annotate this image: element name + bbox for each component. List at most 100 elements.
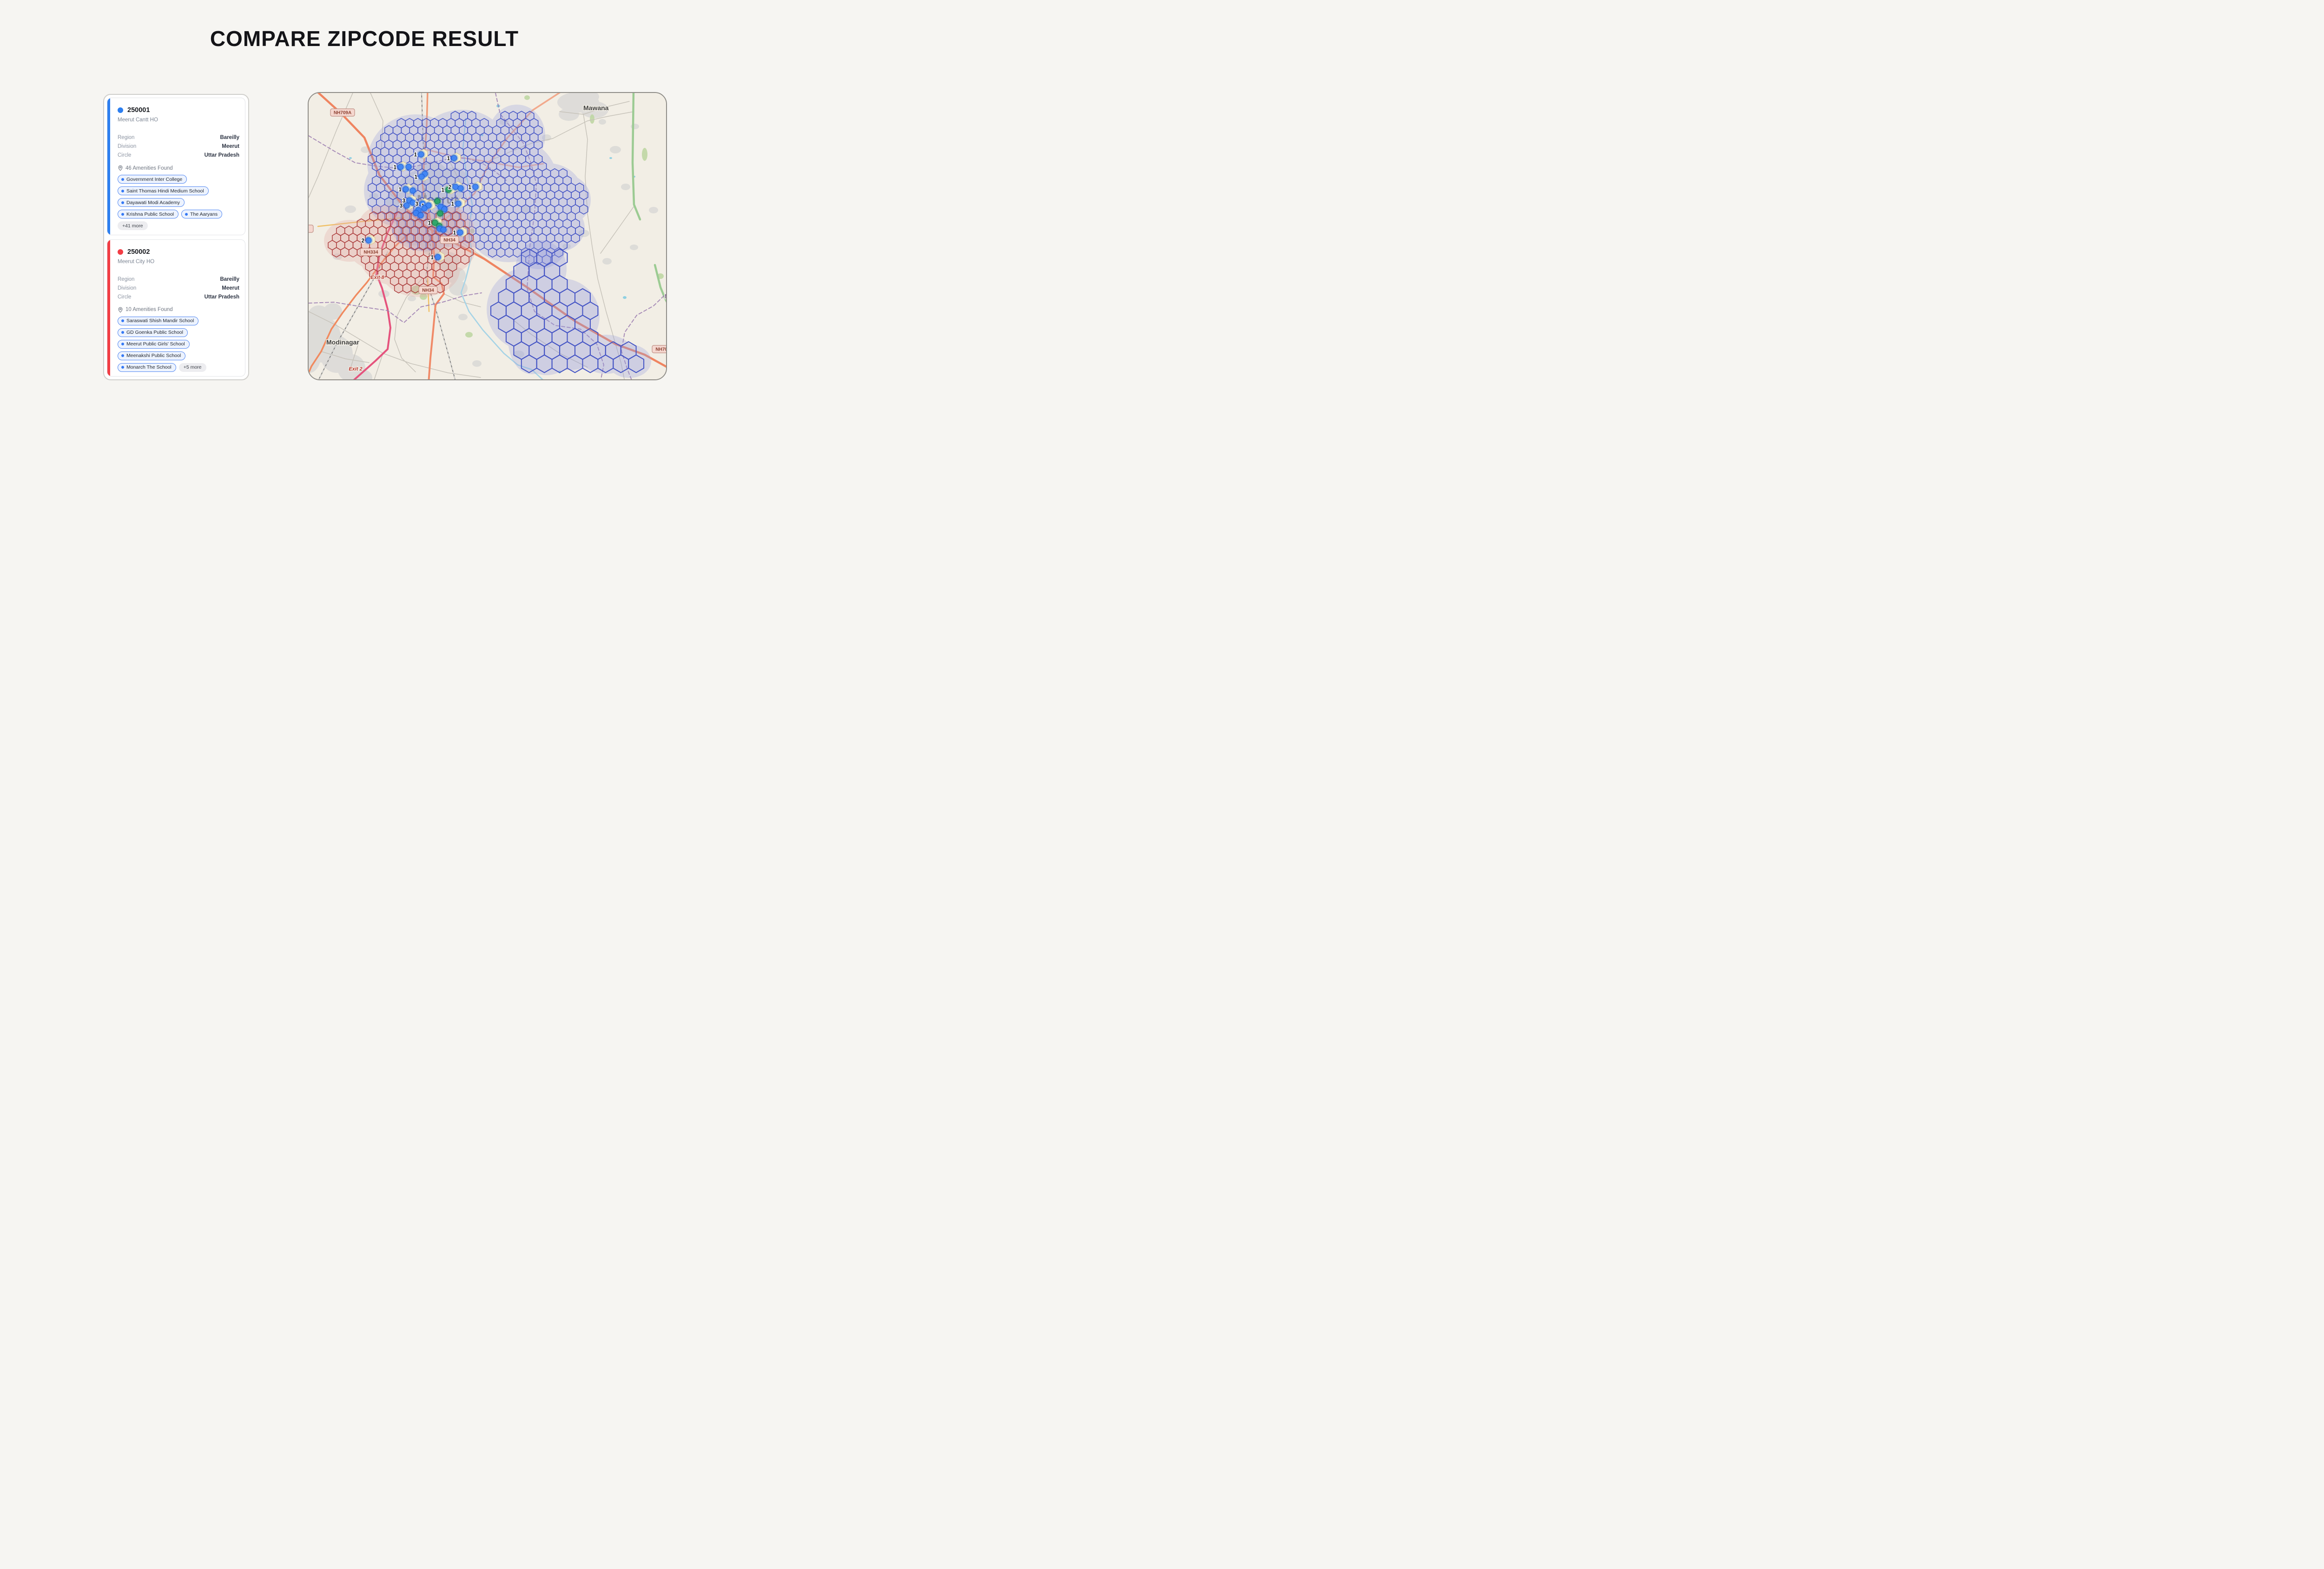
blue-amenity-marker[interactable]: 1: [446, 154, 458, 162]
amenity-chip-label: Monarch The School: [126, 364, 172, 370]
zipcode-value: 250001: [127, 106, 150, 114]
marker-count-label: 3: [403, 199, 405, 204]
field-row: Division Meerut: [118, 144, 239, 149]
green-amenity-marker[interactable]: [436, 209, 444, 218]
blue-amenity-marker[interactable]: 1: [452, 228, 464, 237]
blue-amenity-marker[interactable]: 1: [414, 172, 426, 181]
blue-amenity-marker[interactable]: 1: [450, 199, 462, 208]
amenity-markers: 11111112133311112: [361, 150, 480, 261]
amenities-header: 46 Amenities Found: [118, 165, 239, 171]
amenity-dot-icon: [121, 366, 124, 369]
amenity-chip-label: Meerut Public Girls' School: [126, 341, 185, 347]
blue-amenity-marker[interactable]: [409, 186, 417, 195]
page-title: COMPARE ZIPCODE RESULT: [210, 26, 519, 51]
amenity-chip[interactable]: The Aaryans: [181, 210, 223, 218]
blue-amenity-marker[interactable]: 1: [398, 185, 410, 193]
amenity-chip[interactable]: Government Inter College: [118, 175, 187, 184]
amenity-chip[interactable]: Meenakshi Public School: [118, 351, 186, 360]
field-row: Division Meerut: [118, 285, 239, 291]
amenity-dot-icon: [121, 354, 124, 357]
amenity-chip[interactable]: Monarch The School: [118, 363, 176, 372]
amenity-dot-icon: [185, 212, 188, 216]
blue-amenity-marker[interactable]: 3: [402, 196, 414, 205]
river: [460, 118, 543, 379]
page: COMPARE ZIPCODE RESULT 250001 Meerut Can…: [0, 0, 729, 410]
blue-amenity-marker[interactable]: [456, 184, 465, 192]
field-label: Division: [118, 144, 137, 149]
amenity-chip[interactable]: Dayawati Modi Academy: [118, 198, 185, 207]
blue-amenity-marker[interactable]: [416, 211, 425, 219]
blue-amenity-marker[interactable]: [420, 204, 429, 212]
location-pin-icon: [118, 165, 123, 171]
amenity-chip-list: Saraswati Shish Mandir School GD Goenka …: [118, 316, 239, 372]
amenity-dot-icon: [121, 201, 124, 204]
zipcode-card: 250001 Meerut Cantt HO Region Bareilly D…: [107, 98, 245, 235]
zipcode-cards-panel: 250001 Meerut Cantt HO Region Bareilly D…: [103, 94, 249, 380]
map-container[interactable]: Meerut11111112133311112NH709A8NH334NH34N…: [308, 92, 667, 380]
amenity-chip[interactable]: Saraswati Shish Mandir School: [118, 316, 199, 325]
field-label: Region: [118, 276, 135, 282]
road-badge-label: NH709A: [334, 111, 351, 116]
road-badge: 8: [309, 225, 314, 233]
exit-label: Exit 2: [349, 366, 362, 372]
blue-amenity-marker[interactable]: 1: [393, 163, 405, 171]
road-badges: NH709A 8 NH334 NH34 NH34 NH709: [309, 108, 667, 353]
green-amenity-marker[interactable]: 1: [441, 185, 453, 194]
blue-amenity-marker[interactable]: 1: [430, 253, 442, 261]
green-amenity-marker[interactable]: [433, 197, 442, 205]
city-label-m: M: [665, 293, 667, 300]
amenity-chip-label: The Aaryans: [190, 211, 218, 217]
blue-amenity-marker[interactable]: 2: [448, 183, 460, 191]
amenity-chip[interactable]: Krishna Public School: [118, 210, 179, 218]
blue-amenity-marker[interactable]: [439, 225, 448, 234]
amenity-chip-label: Saraswati Shish Mandir School: [126, 318, 194, 324]
blue-amenity-marker[interactable]: 1: [413, 150, 425, 159]
amenity-dot-icon: [121, 343, 124, 345]
amenities-header: 10 Amenities Found: [118, 307, 239, 313]
map-svg[interactable]: Meerut11111112133311112NH709A8NH334NH34N…: [309, 93, 667, 380]
field-list: Region Bareilly Division Meerut Circle U…: [118, 135, 239, 158]
amenity-chip[interactable]: Saint Thomas Hindi Medium School: [118, 186, 209, 195]
field-value: Uttar Pradesh: [204, 294, 239, 300]
amenity-chip-label: Saint Thomas Hindi Medium School: [126, 188, 204, 194]
city-label-mawana: Mawana: [583, 104, 609, 112]
field-list: Region Bareilly Division Meerut Circle U…: [118, 277, 239, 300]
field-value: Uttar Pradesh: [204, 152, 239, 158]
blue-amenity-marker[interactable]: 3: [399, 201, 411, 210]
marker-count-label: 1: [428, 221, 431, 226]
amenities-count: 46 Amenities Found: [125, 165, 173, 171]
blue-amenity-marker[interactable]: 2: [361, 236, 373, 245]
field-value: Meerut: [222, 144, 239, 149]
field-row: Region Bareilly: [118, 277, 239, 282]
amenity-chip[interactable]: GD Goenka Public School: [118, 328, 188, 337]
exit-label: Exit 8: [370, 275, 384, 280]
field-value: Meerut: [222, 285, 239, 291]
blue-amenity-marker[interactable]: [404, 163, 413, 171]
blue-amenity-marker[interactable]: [409, 199, 417, 207]
field-label: Circle: [118, 152, 132, 158]
road-badge-label: NH709: [655, 347, 667, 352]
marker-count-label: 1: [442, 188, 445, 193]
green-amenity-marker[interactable]: 1: [427, 218, 439, 227]
more-amenities-chip[interactable]: +5 more: [178, 363, 206, 372]
zip-250001-hex-main-underlay: [364, 105, 591, 269]
marker-count-label: 1: [451, 202, 455, 207]
postoffice-name: Meerut Cantt HO: [118, 117, 158, 123]
more-amenities-chip[interactable]: +41 more: [118, 221, 148, 230]
blue-amenity-marker[interactable]: 1: [468, 183, 480, 191]
amenity-chip-list: Government Inter College Saint Thomas Hi…: [118, 175, 239, 230]
amenity-dot-icon: [121, 319, 124, 322]
city-label-modinagar: Modinagar: [326, 338, 359, 346]
card-header: 250002: [118, 248, 239, 256]
road-badge: NH334: [360, 248, 382, 256]
amenity-dot-icon: [121, 189, 124, 192]
field-label: Division: [118, 285, 137, 291]
zipcode-dot: [118, 107, 123, 113]
amenity-chip-label: Dayawati Modi Academy: [126, 199, 180, 205]
amenity-chip[interactable]: Meerut Public Girls' School: [118, 339, 190, 349]
amenity-dot-icon: [121, 178, 124, 181]
postoffice-name: Meerut City HO: [118, 258, 155, 265]
zipcode-value: 250002: [127, 248, 150, 256]
marker-count-label: 2: [362, 238, 364, 244]
marker-count-label: 2: [449, 185, 451, 191]
